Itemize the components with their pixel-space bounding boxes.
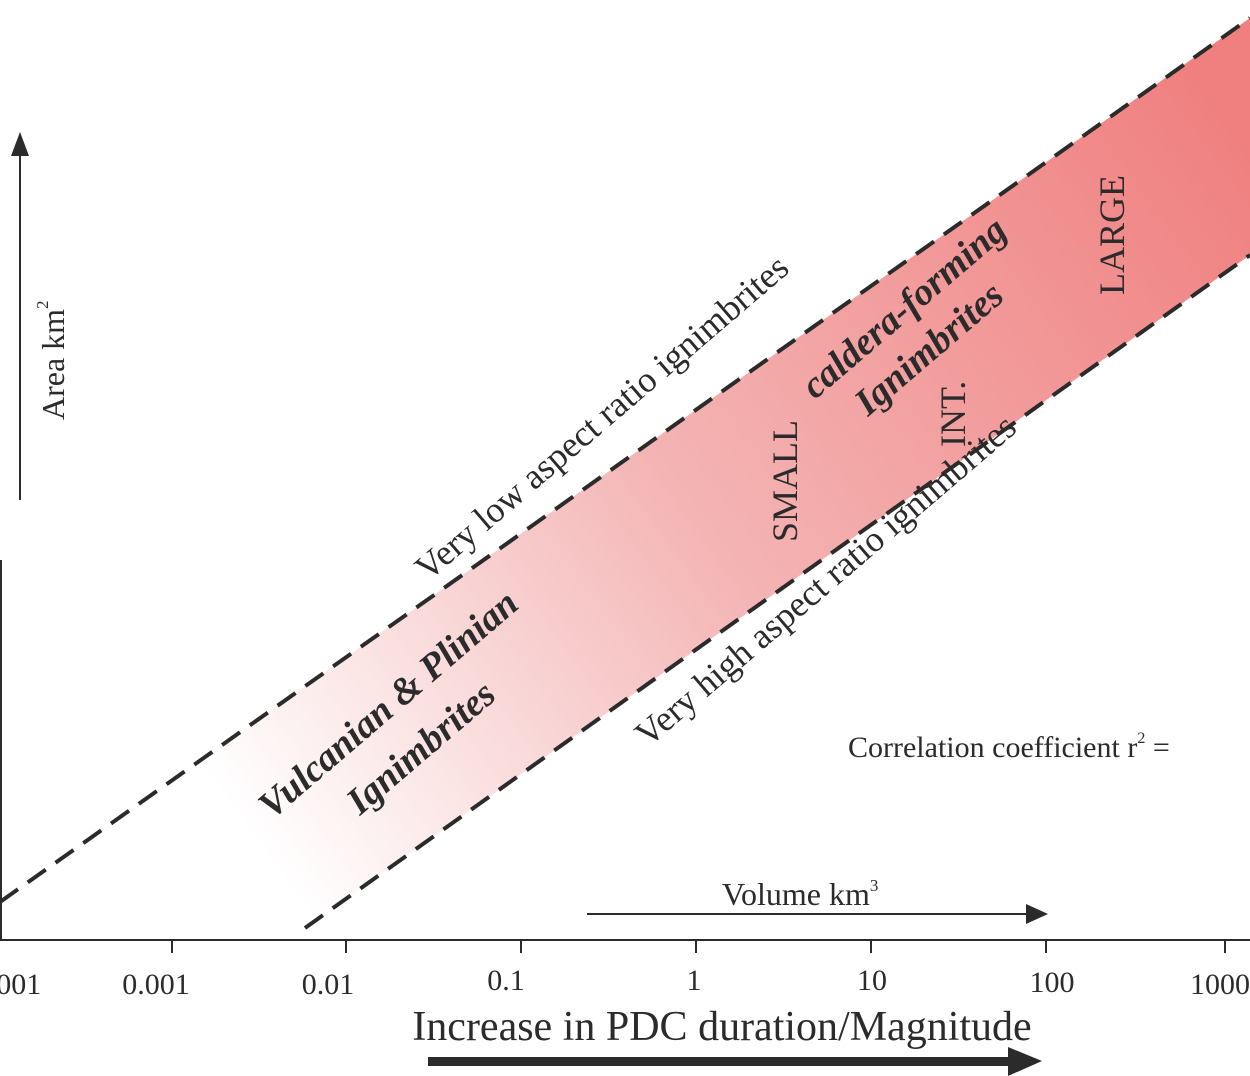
volume-arrow [587,904,1048,924]
x-tick-label: 0.1 [487,964,525,997]
x-tick-label: 1000 [1190,968,1250,1001]
arrowhead-icon [1026,904,1048,924]
area-arrow [11,132,29,500]
size-large-label: LARGE [1092,175,1132,295]
volume-axis-title: Volume km3 [722,876,878,912]
arrowhead-icon [1008,1047,1042,1076]
arrowhead-icon [11,132,29,156]
x-tick-label: 0.001 [122,968,190,1001]
ignimbrite-band [0,18,1250,928]
x-tick-label: 10 [857,964,887,997]
size-small-label: SMALL [765,420,805,542]
area-axis-title: Area km2 [33,300,71,420]
correlation-label: Correlation coefficient r2 = [848,730,1170,764]
x-tick-label: 0.0001 [0,968,41,1001]
size-int-label: INT. [933,381,973,447]
bottom-title: Increase in PDC duration/Magnitude [412,1004,1031,1050]
x-tick-label: 1 [687,964,702,997]
lower-boundary-line [303,253,1250,930]
upper-boundary-line [0,16,1250,904]
x-tick-labels: 0.0001 0.001 0.01 0.1 1 10 100 1000 [0,964,1250,1001]
x-tick-label: 0.01 [302,968,355,1001]
magnitude-arrow [428,1047,1042,1076]
x-tick-label: 100 [1030,966,1075,999]
x-axis-ticks [171,940,1226,953]
